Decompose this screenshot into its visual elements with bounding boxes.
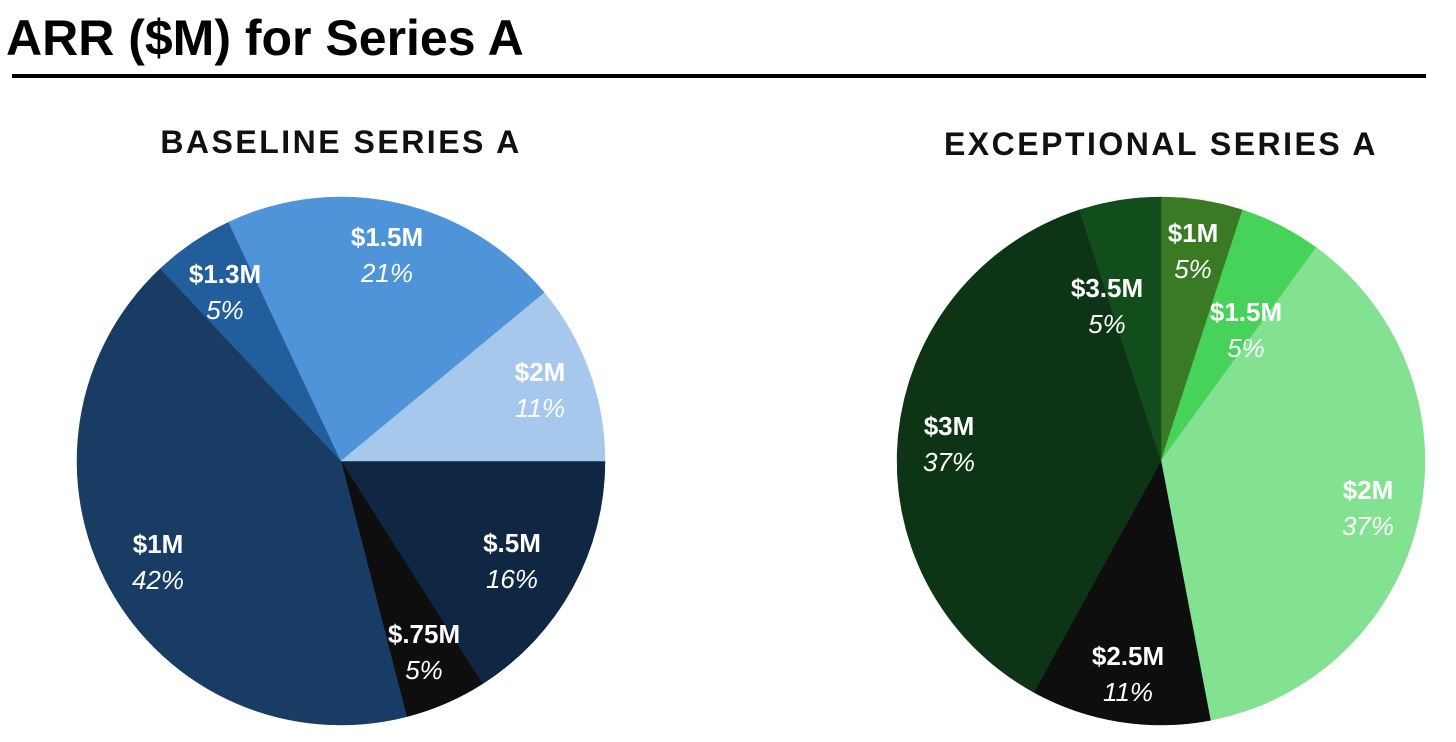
slice-percent: 11% [515, 393, 565, 423]
page-title: ARR ($M) for Series A [6, 10, 524, 66]
slice-label: $2.5M [1092, 641, 1164, 671]
slice-label: $3.5M [1071, 273, 1143, 303]
slice-label: $1M [133, 529, 184, 559]
slice-label: $1M [1168, 218, 1219, 248]
exceptional-pie: EXCEPTIONAL SERIES A $1M 5% $1.5M 5% $2M 37% $2… [896, 126, 1426, 726]
slice-label: $.5M [483, 528, 541, 558]
slice-label: $.75M [388, 619, 460, 649]
pie-title: BASELINE SERIES A [160, 124, 521, 160]
slice-percent: 16% [486, 564, 538, 594]
pie-title: EXCEPTIONAL SERIES A [944, 126, 1378, 162]
slice-percent: 5% [1227, 333, 1265, 363]
slice-percent: 42% [132, 565, 184, 595]
slice-percent: 37% [1342, 511, 1394, 541]
slice-percent: 11% [1103, 677, 1153, 707]
title-divider [12, 74, 1426, 78]
pie-slice [340, 292, 606, 462]
pie-slice [340, 460, 606, 685]
slice-label: $1.5M [351, 222, 423, 252]
pie-slice [228, 196, 545, 462]
slice-percent: 5% [1174, 254, 1212, 284]
pie-slice [76, 268, 407, 726]
baseline-pie: BASELINE SERIES A $.5M 16% $.75M 5% $1M 42% $1.… [76, 124, 606, 726]
pie-slice [1033, 460, 1211, 726]
slice-percent: 21% [360, 258, 413, 288]
slice-label: $2M [515, 357, 566, 387]
slice-label: $1.3M [189, 259, 261, 289]
slice-label: $2M [1343, 475, 1394, 505]
slice-percent: 37% [923, 447, 975, 477]
pie-slice [1079, 196, 1162, 462]
slice-label: $1.5M [1210, 297, 1282, 327]
slice-percent: 5% [405, 655, 443, 685]
slice-percent: 5% [1088, 309, 1126, 339]
pie-slice [896, 209, 1162, 693]
slice-label: $3M [924, 411, 975, 441]
pie-slice [1160, 247, 1426, 721]
slice-percent: 5% [206, 295, 244, 325]
